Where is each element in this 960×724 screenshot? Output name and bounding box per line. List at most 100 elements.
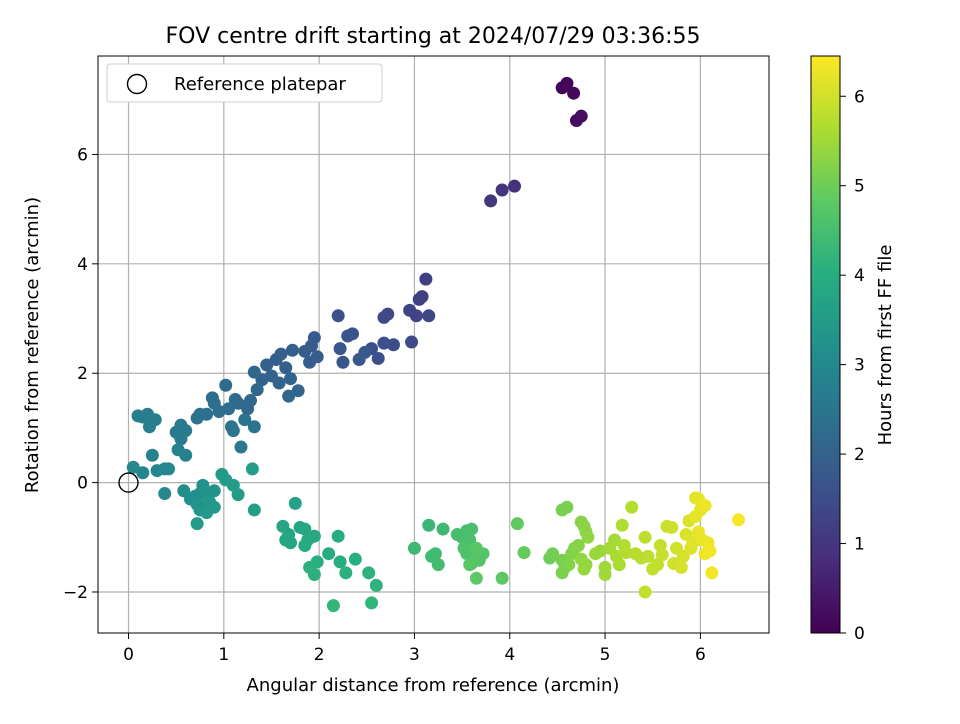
data-point	[495, 183, 509, 197]
data-point	[238, 413, 252, 427]
colorbar-tick-label: 3	[854, 356, 865, 376]
data-point	[409, 309, 423, 323]
x-axis-label: Angular distance from reference (arcmin)	[247, 675, 620, 696]
legend-box	[106, 63, 383, 103]
data-point	[567, 86, 581, 100]
data-point	[288, 496, 302, 510]
data-point	[291, 384, 305, 398]
data-point	[241, 402, 255, 416]
y-tick-label: 4	[77, 255, 88, 275]
data-point	[200, 506, 214, 520]
data-point	[362, 566, 376, 580]
data-point	[495, 571, 509, 585]
data-point	[247, 365, 261, 379]
x-tick-label: 0	[123, 645, 134, 665]
data-point	[272, 376, 286, 390]
data-point	[179, 424, 193, 438]
data-point	[190, 517, 204, 531]
x-tick-label: 5	[600, 645, 611, 665]
colorbar-ticks: 0 1 2 3 4 5 6	[840, 87, 865, 644]
data-point	[407, 541, 421, 555]
data-point	[665, 520, 679, 534]
data-point	[219, 378, 233, 392]
data-point	[226, 424, 240, 438]
y-tick-label: −2	[63, 583, 88, 603]
y-axis-ticks: −2 0 2 4 6	[63, 145, 98, 603]
data-point	[298, 522, 312, 536]
data-point	[207, 396, 221, 410]
data-point	[377, 336, 391, 350]
data-point	[428, 547, 442, 561]
grid-lines	[98, 56, 769, 633]
data-point	[703, 544, 717, 558]
data-point	[284, 536, 298, 550]
data-point	[145, 448, 159, 462]
data-point	[641, 549, 655, 563]
data-point	[612, 558, 626, 572]
data-point	[650, 558, 664, 572]
y-axis-label: Rotation from reference (arcmin)	[22, 197, 43, 493]
data-point	[322, 547, 336, 561]
data-point	[469, 541, 483, 555]
colorbar-gradient	[810, 55, 841, 634]
data-point	[732, 513, 745, 527]
data-point	[581, 530, 595, 544]
data-point	[436, 522, 450, 536]
data-point	[336, 355, 350, 369]
data-point	[469, 571, 483, 585]
data-point	[431, 558, 445, 572]
data-point	[571, 538, 585, 552]
data-point	[371, 351, 385, 365]
data-point	[247, 503, 261, 517]
data-point	[405, 335, 419, 349]
data-point	[377, 310, 391, 324]
colorbar-tick-label: 5	[854, 177, 865, 197]
data-point	[419, 272, 433, 286]
data-point	[638, 530, 652, 544]
data-point	[422, 518, 436, 532]
x-tick-label: 3	[409, 645, 420, 665]
x-tick-label: 1	[218, 645, 229, 665]
x-tick-label: 4	[504, 645, 515, 665]
data-point	[131, 409, 145, 423]
plot-frame	[97, 55, 770, 634]
data-point	[560, 500, 574, 514]
y-tick-label: 2	[77, 364, 88, 384]
data-point	[333, 555, 347, 569]
data-point	[369, 578, 383, 592]
colorbar-tick-label: 0	[854, 624, 865, 644]
data-point	[674, 560, 688, 574]
data-point	[574, 109, 588, 123]
x-axis-ticks: 0 1 2 3 4 5 6	[123, 633, 706, 665]
data-point	[510, 517, 524, 531]
data-point	[142, 420, 156, 434]
data-point	[250, 383, 264, 397]
data-point	[415, 290, 429, 304]
data-point	[465, 522, 479, 536]
data-point	[207, 484, 221, 498]
data-point	[341, 329, 355, 343]
data-point	[190, 411, 204, 425]
data-point	[331, 309, 345, 323]
colorbar-tick-label: 1	[854, 535, 865, 555]
data-point	[279, 361, 293, 375]
colorbar: 0 1 2 3 4 5 6 Hours from first FF file	[810, 55, 896, 644]
data-point	[303, 355, 317, 369]
colorbar-tick-label: 2	[854, 445, 865, 465]
legend-label: Reference platepar	[174, 74, 346, 95]
data-point	[326, 599, 340, 613]
data-point	[577, 562, 591, 576]
y-tick-label: 0	[77, 474, 88, 494]
data-point	[260, 358, 274, 372]
data-point	[348, 552, 362, 566]
data-point	[676, 549, 690, 563]
data-point	[284, 372, 298, 386]
x-tick-label: 2	[314, 645, 325, 665]
data-point	[705, 566, 719, 580]
colorbar-tick-label: 4	[854, 266, 865, 286]
data-point	[562, 558, 576, 572]
data-point	[126, 460, 140, 474]
data-point	[228, 392, 242, 406]
data-point	[158, 487, 172, 501]
